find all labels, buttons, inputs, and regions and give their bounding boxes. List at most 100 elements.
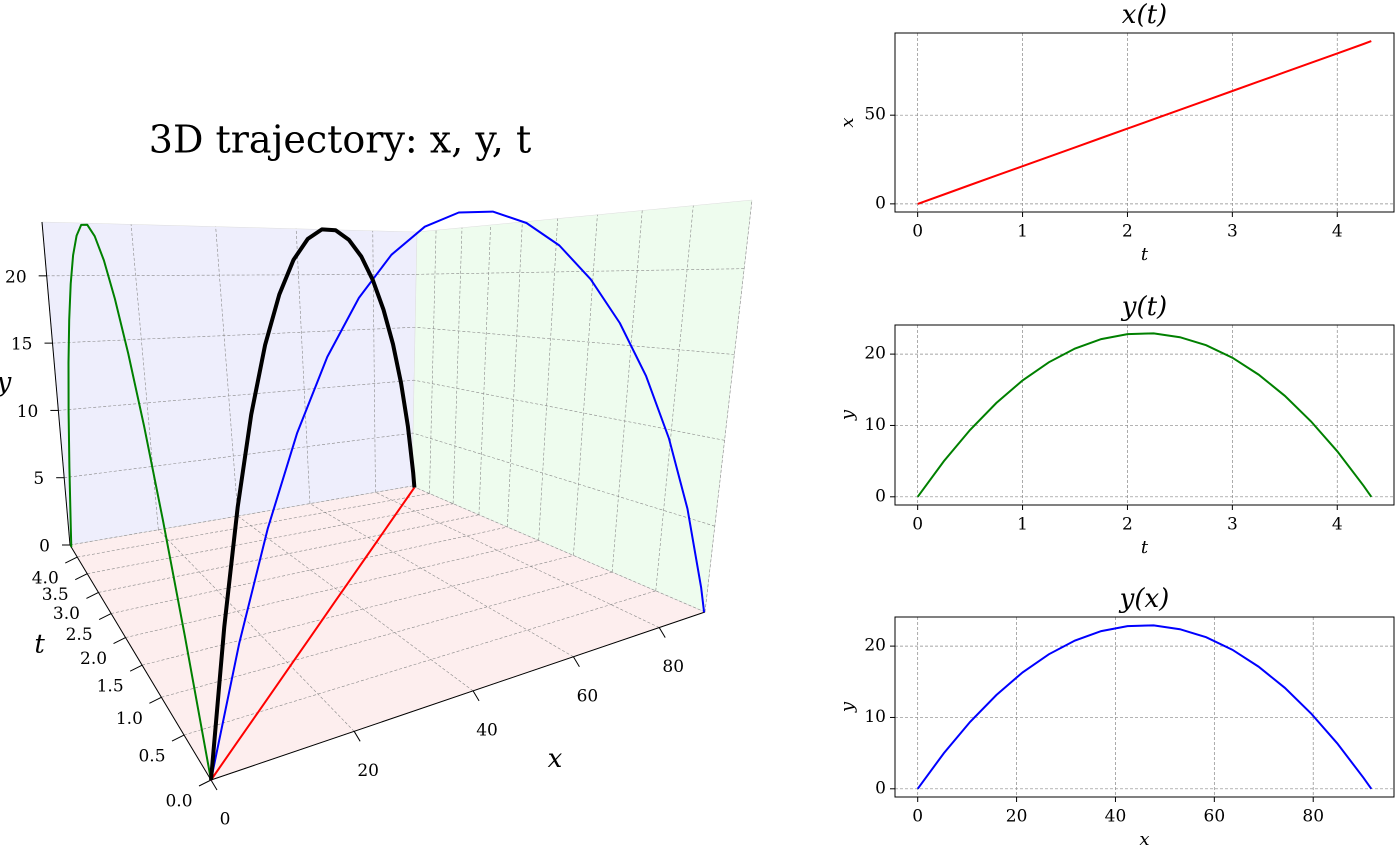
y-axis-label: y	[837, 409, 858, 421]
grid-line	[295, 228, 311, 504]
chart-title: x(t)	[1122, 0, 1167, 30]
grid-line	[452, 227, 463, 504]
z-tick-label: 4.0	[32, 569, 59, 589]
y-tick-label: 0	[875, 193, 886, 213]
x-tick	[210, 779, 218, 791]
axes-frame	[894, 616, 1395, 798]
x-tick-label: 1	[1017, 222, 1028, 242]
grid-line	[237, 515, 474, 692]
y-tick-label: 10	[17, 402, 39, 422]
y-tick-label: 20	[5, 267, 27, 287]
projection-ty	[67, 223, 212, 781]
chart-title: y(x)	[1119, 584, 1170, 614]
grid-line	[69, 485, 413, 546]
grid-line	[52, 326, 416, 344]
x-tick-label: 20	[357, 761, 379, 781]
y-axis-label: x	[837, 117, 858, 127]
grid-line	[429, 230, 437, 494]
grid-line	[158, 529, 355, 732]
grid-line	[538, 218, 559, 541]
grid-line	[375, 492, 660, 628]
z-axis-label: t	[34, 630, 45, 660]
x-tick-label: 3	[1227, 515, 1238, 535]
z-tick	[65, 556, 78, 564]
z-tick	[113, 637, 126, 645]
x-tick-label: 4	[1332, 515, 1343, 535]
grid-line	[507, 221, 523, 528]
z-tick-label: 3.5	[42, 585, 69, 605]
x-axis-label: x	[1139, 829, 1149, 850]
x-tick-label: 2	[1122, 515, 1133, 535]
grid-line	[309, 503, 574, 658]
z-tick	[149, 696, 162, 704]
line	[916, 332, 1373, 498]
grid-line	[142, 555, 574, 666]
z-tick	[198, 779, 212, 787]
x-tick-label: 80	[662, 657, 684, 677]
grid-line	[183, 590, 656, 736]
x-tick-label: 1	[1017, 515, 1028, 535]
x-tick	[472, 690, 480, 702]
t-axis	[69, 544, 212, 781]
z-tick-label: 3.0	[53, 604, 80, 624]
grid-line	[125, 540, 539, 638]
chart-title: 3D trajectory: x, y, t	[149, 118, 531, 162]
y-tick-label: 15	[11, 335, 33, 355]
x-tick-label: 0	[912, 807, 923, 827]
axes-frame	[894, 32, 1395, 213]
trajectory	[209, 227, 417, 781]
x-tick-label: 40	[476, 720, 498, 740]
x-tick-label: 4	[1332, 222, 1343, 242]
grid-line	[161, 571, 613, 698]
z-tick	[129, 664, 143, 672]
x-axis	[210, 611, 706, 781]
y-tick-label: 0	[875, 778, 886, 798]
y-tick-label: 20	[864, 344, 886, 364]
x-tick-label: 40	[1105, 807, 1127, 827]
grid-line	[415, 326, 735, 355]
line	[916, 624, 1373, 790]
z-tick	[98, 613, 112, 620]
y-axis-label: y	[0, 368, 12, 398]
grid-line	[58, 379, 415, 411]
x-tick	[572, 656, 580, 668]
z-tick-label: 2.5	[66, 625, 93, 645]
x-tick-label: 2	[1122, 222, 1133, 242]
z-tick-label: 0.5	[138, 747, 165, 767]
y-tick-label: 50	[864, 105, 886, 125]
z-tick-label: 0.0	[165, 792, 192, 812]
x-tick-label: 0	[220, 810, 231, 830]
x-tick-label: 60	[1204, 807, 1226, 827]
grid-line	[87, 503, 454, 575]
x-tick-label: 80	[1302, 807, 1324, 827]
y-tick-label: 0	[875, 486, 886, 506]
x-tick-label: 3	[1227, 222, 1238, 242]
x-tick	[353, 731, 361, 742]
y-tick-label: 20	[864, 636, 886, 656]
x-tick-label: 0	[912, 515, 923, 535]
grid-line	[414, 379, 725, 441]
chart-title: y(t)	[1121, 292, 1167, 322]
grid-line	[64, 432, 414, 479]
projection-xy	[210, 210, 706, 781]
z-tick	[171, 734, 185, 742]
x-tick-label: 60	[577, 686, 599, 706]
axes-frame	[894, 324, 1395, 506]
x-axis-label: t	[1141, 244, 1149, 265]
y-tick-label: 10	[864, 707, 886, 727]
z-tick	[75, 573, 88, 581]
z-tick-label: 1.0	[116, 709, 143, 729]
x-tick	[658, 627, 666, 638]
grid-line	[412, 432, 715, 527]
z-tick-label: 2.0	[80, 649, 107, 669]
y-tick-label: 10	[864, 415, 886, 435]
projection-xt	[210, 486, 416, 781]
x-tick-label: 20	[1006, 807, 1028, 827]
y-tick-label: 0	[39, 537, 50, 557]
x-axis-label: t	[1141, 537, 1149, 558]
x-tick-label: 0	[912, 222, 923, 242]
line	[917, 40, 1372, 205]
y-tick-label: 5	[33, 469, 44, 489]
x-axis-label: x	[548, 744, 563, 774]
